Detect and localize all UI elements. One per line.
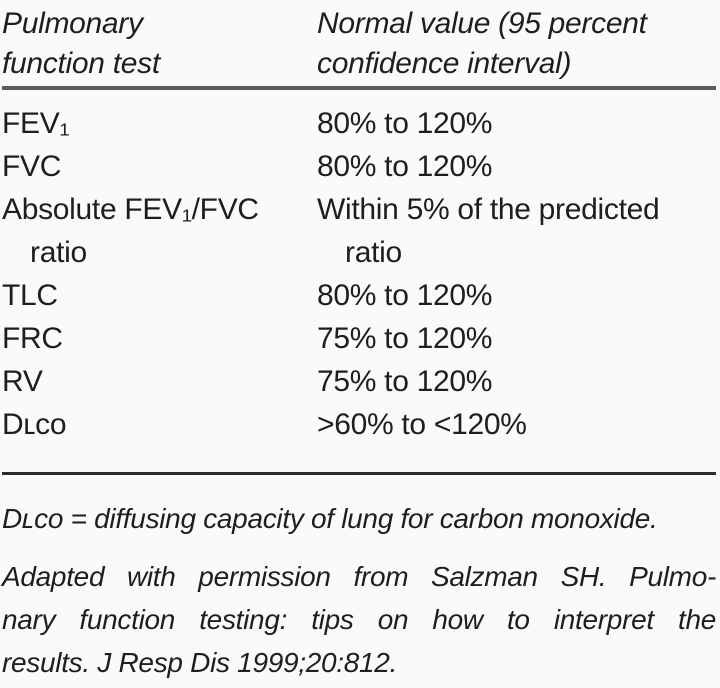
cell-value: 80% to 120% [317, 279, 493, 312]
cell-value: 75% to 120% [317, 322, 493, 355]
table-row: Absolute FEV₁/FVC ratio Within 5% of the… [2, 188, 716, 274]
cell-test: FVC [2, 150, 62, 183]
cell-test: FRC [2, 322, 63, 355]
cell-test: FEV₁ [2, 107, 70, 140]
citation-line-1: Adapted with permission from Salzman SH.… [2, 561, 716, 592]
footnote-citation: Adapted with permission from Salzman SH.… [2, 555, 716, 684]
header-col-value-line-2: confidence interval) [317, 47, 572, 80]
cell-value: >60% to <120% [317, 408, 527, 441]
cell-value: 80% to 120% [317, 107, 493, 140]
table-row: FRC 75% to 120% [2, 317, 716, 360]
table-row: RV 75% to 120% [2, 360, 716, 403]
cell-test: Dʟᴄᴏ [2, 408, 67, 441]
cell-test-line-2: ratio [30, 236, 87, 269]
table-header: Pulmonary function test Normal value (95… [2, 2, 716, 84]
table-row: FEV₁ 80% to 120% [2, 102, 716, 145]
cell-value-line-1: Within 5% of the predicted [317, 193, 660, 226]
cell-test-line-1: Absolute FEV₁/FVC [2, 193, 259, 226]
cell-value: 75% to 120% [317, 365, 493, 398]
cell-test: Absolute FEV₁/FVC ratio [2, 188, 317, 274]
citation-line-2: nary function testing: tips on how to in… [2, 604, 716, 635]
header-col-test: Pulmonary function test [2, 4, 317, 84]
table-body: FEV₁ 80% to 120% FVC 80% to 120% Absolut… [2, 102, 716, 446]
table-row: TLC 80% to 120% [2, 274, 716, 317]
header-col-test-line-2: function test [2, 47, 160, 80]
header-col-test-line-1: Pulmonary [2, 7, 143, 40]
table-row: FVC 80% to 120% [2, 145, 716, 188]
footer-rule [2, 472, 716, 475]
cell-test: RV [2, 365, 43, 398]
cell-value: Within 5% of the predicted ratio [317, 188, 716, 274]
header-col-value: Normal value (95 percent confidence inte… [317, 4, 716, 84]
cell-value-line-2: ratio [345, 236, 402, 269]
cell-value: 80% to 120% [317, 150, 493, 183]
cell-test: TLC [2, 279, 58, 312]
header-col-value-line-1: Normal value (95 percent [317, 7, 647, 40]
table-row: Dʟᴄᴏ >60% to <120% [2, 403, 716, 446]
citation-line-3: results. J Resp Dis 1999;20:812. [2, 647, 398, 678]
header-rule [2, 86, 716, 90]
footnote-definition: Dʟᴄᴏ = diffusing capacity of lung for ca… [2, 503, 658, 534]
